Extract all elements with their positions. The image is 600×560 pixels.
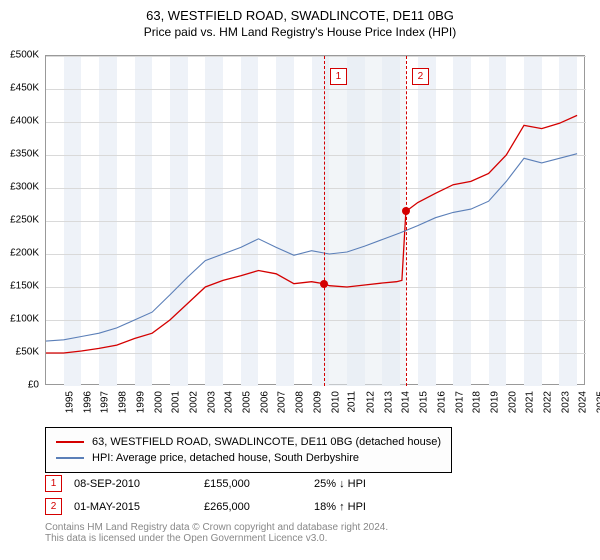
- sale-row: 108-SEP-2010£155,00025% ↓ HPI: [45, 472, 424, 495]
- x-axis-label: 2013: [383, 391, 394, 413]
- x-axis-label: 1996: [82, 391, 93, 413]
- x-axis-label: 1997: [100, 391, 111, 413]
- sale-marker: 1: [330, 68, 347, 85]
- footer-note: Contains HM Land Registry data © Crown c…: [45, 522, 388, 544]
- x-axis-label: 2020: [507, 391, 518, 413]
- x-axis-label: 2025: [595, 391, 600, 413]
- footer-line: This data is licensed under the Open Gov…: [45, 533, 388, 544]
- legend: 63, WESTFIELD ROAD, SWADLINCOTE, DE11 0B…: [45, 427, 452, 473]
- price-chart: 12: [45, 55, 585, 385]
- x-axis-label: 2016: [436, 391, 447, 413]
- x-axis-label: 2010: [330, 391, 341, 413]
- x-axis-label: 2001: [170, 391, 181, 413]
- page-subtitle: Price paid vs. HM Land Registry's House …: [0, 25, 600, 39]
- sale-marker: 2: [412, 68, 429, 85]
- x-axis-label: 2012: [365, 391, 376, 413]
- x-axis-label: 1995: [64, 391, 75, 413]
- x-axis-label: 1998: [117, 391, 128, 413]
- sales-table: 108-SEP-2010£155,00025% ↓ HPI201-MAY-201…: [45, 472, 424, 518]
- x-axis-label: 2022: [542, 391, 553, 413]
- x-axis-label: 2006: [259, 391, 270, 413]
- x-axis-label: 2005: [241, 391, 252, 413]
- page-title: 63, WESTFIELD ROAD, SWADLINCOTE, DE11 0B…: [0, 0, 600, 23]
- legend-item: 63, WESTFIELD ROAD, SWADLINCOTE, DE11 0B…: [56, 434, 441, 450]
- x-axis-label: 2021: [525, 391, 536, 413]
- x-axis-label: 2007: [277, 391, 288, 413]
- x-axis-label: 2000: [153, 391, 164, 413]
- x-axis-label: 2008: [294, 391, 305, 413]
- x-axis-label: 2002: [188, 391, 199, 413]
- x-axis-label: 2009: [312, 391, 323, 413]
- x-axis-label: 1999: [135, 391, 146, 413]
- x-axis-label: 2018: [471, 391, 482, 413]
- x-axis-label: 2019: [489, 391, 500, 413]
- x-axis-label: 2011: [347, 391, 358, 413]
- legend-item: HPI: Average price, detached house, Sout…: [56, 450, 441, 466]
- x-axis-label: 2024: [578, 391, 589, 413]
- x-axis-label: 2003: [206, 391, 217, 413]
- x-axis-label: 2023: [560, 391, 571, 413]
- x-axis-label: 2014: [401, 391, 412, 413]
- x-axis-label: 2015: [418, 391, 429, 413]
- x-axis-label: 2017: [454, 391, 465, 413]
- footer-line: Contains HM Land Registry data © Crown c…: [45, 522, 388, 533]
- x-axis-label: 2004: [224, 391, 235, 413]
- sale-row: 201-MAY-2015£265,00018% ↑ HPI: [45, 495, 424, 518]
